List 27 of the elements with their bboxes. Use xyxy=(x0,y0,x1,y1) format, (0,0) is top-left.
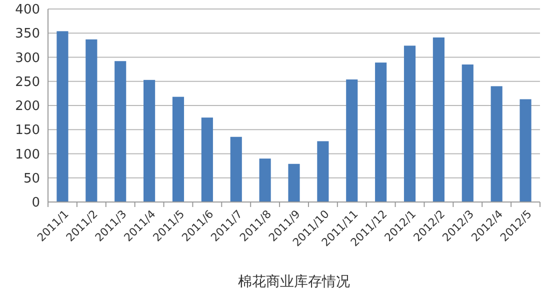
bar xyxy=(259,158,271,202)
y-tick-label: 150 xyxy=(15,123,40,138)
y-tick-label: 400 xyxy=(15,2,40,18)
y-tick-label: 50 xyxy=(23,171,40,186)
bar xyxy=(230,136,242,202)
bar xyxy=(520,99,532,202)
bar xyxy=(172,96,184,202)
bar xyxy=(56,31,68,202)
bar xyxy=(346,79,358,202)
y-tick-label: 200 xyxy=(15,99,40,114)
bar xyxy=(317,141,329,202)
bar xyxy=(432,37,444,202)
bar xyxy=(86,39,98,202)
y-tick-label: 100 xyxy=(15,147,40,162)
y-tick-label: 300 xyxy=(15,50,40,66)
bar xyxy=(288,164,300,202)
bar xyxy=(114,61,126,202)
bar xyxy=(201,118,213,202)
bar xyxy=(462,64,474,202)
y-tick-label: 350 xyxy=(15,26,40,42)
bar xyxy=(404,46,416,202)
bar xyxy=(375,62,387,202)
x-axis-title: 棉花商业库存情况 xyxy=(238,274,350,290)
bar xyxy=(144,80,156,202)
y-tick-label: 0 xyxy=(32,196,40,211)
y-tick-label: 250 xyxy=(15,74,40,90)
bar xyxy=(490,86,502,202)
